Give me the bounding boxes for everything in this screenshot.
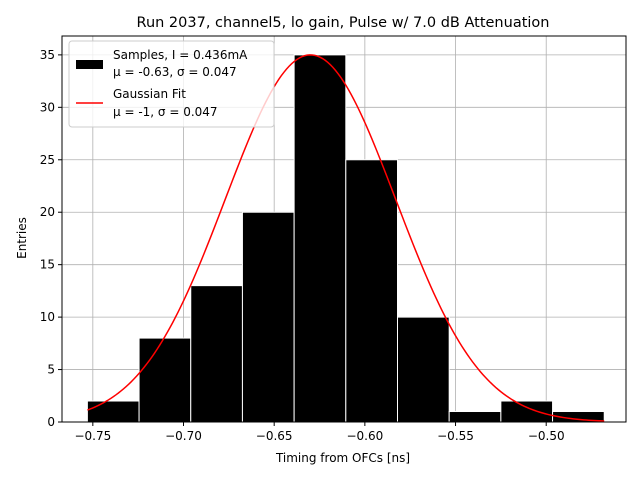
y-axis-label: Entries [15,217,29,259]
x-axis-label: Timing from OFCs [ns] [275,451,410,465]
legend-samples-stats: μ = -0.63, σ = 0.047 [113,65,237,79]
legend-fit-label: Gaussian Fit [113,87,186,101]
y-tick-label: 5 [47,363,55,377]
x-tick-label: −0.50 [528,429,565,443]
x-tick-label: −0.75 [74,429,111,443]
y-tick-label: 0 [47,415,55,429]
x-tick-label: −0.65 [256,429,293,443]
histogram-bar [86,400,140,423]
y-tick-label: 15 [40,258,55,272]
y-axis-ticks: 0 5 10 15 20 25 30 35 [40,48,62,429]
y-tick-label: 30 [40,100,55,114]
legend-box [68,40,275,128]
histogram-bar [138,337,192,423]
histogram-bar [293,54,347,423]
histogram-bar [500,400,554,423]
histogram-bar [396,316,450,423]
x-axis-ticks: −0.75 −0.70 −0.65 −0.60 −0.55 −0.50 [74,422,565,443]
gaussian-fit-curve [87,54,605,422]
plot-frame [61,35,627,423]
legend-samples-label: Samples, I = 0.436mA [113,48,248,62]
y-tick-label: 25 [40,153,55,167]
histogram-bars [86,54,605,423]
y-tick-label: 35 [40,48,55,62]
x-tick-label: −0.55 [437,429,474,443]
y-tick-label: 20 [40,205,55,219]
histogram-bar [190,285,243,423]
histogram-bar [345,159,398,423]
histogram-bar [448,411,502,423]
legend-samples-swatch [76,60,103,69]
x-tick-label: −0.60 [346,429,383,443]
y-tick-label: 10 [40,310,55,324]
legend: Samples, I = 0.436mA μ = -0.63, σ = 0.04… [68,40,275,128]
histogram-bar [241,211,295,423]
chart-title: Run 2037, channel5, lo gain, Pulse w/ 7.… [137,15,550,31]
x-tick-label: −0.70 [165,429,202,443]
legend-fit-stats: μ = -1, σ = 0.047 [113,105,218,119]
